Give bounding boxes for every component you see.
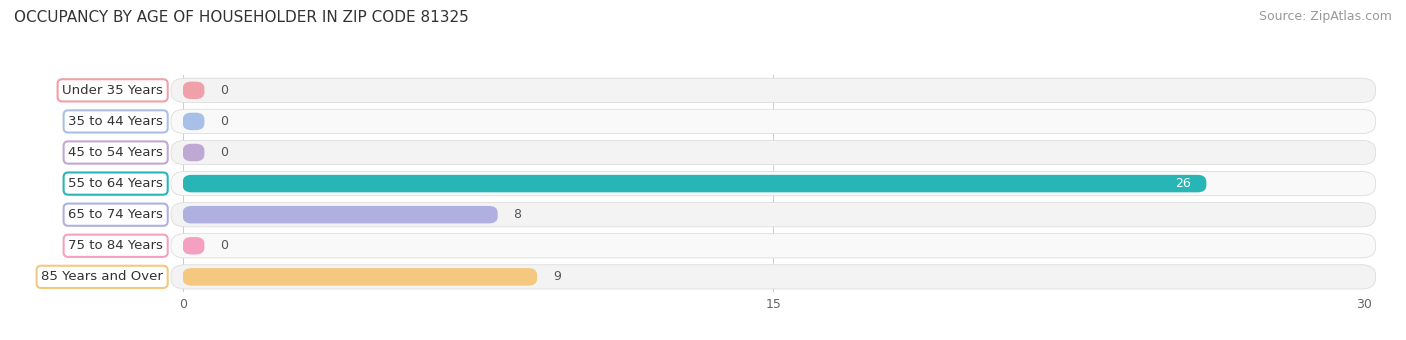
Text: 26: 26 <box>1175 177 1191 190</box>
FancyBboxPatch shape <box>183 144 204 161</box>
Text: 85 Years and Over: 85 Years and Over <box>41 270 163 283</box>
Text: 35 to 44 Years: 35 to 44 Years <box>69 115 163 128</box>
FancyBboxPatch shape <box>172 203 1375 227</box>
FancyBboxPatch shape <box>172 265 1375 289</box>
FancyBboxPatch shape <box>172 171 1375 196</box>
Text: 45 to 54 Years: 45 to 54 Years <box>69 146 163 159</box>
Text: OCCUPANCY BY AGE OF HOUSEHOLDER IN ZIP CODE 81325: OCCUPANCY BY AGE OF HOUSEHOLDER IN ZIP C… <box>14 10 468 25</box>
FancyBboxPatch shape <box>172 234 1375 258</box>
FancyBboxPatch shape <box>183 175 1206 192</box>
FancyBboxPatch shape <box>183 113 204 130</box>
FancyBboxPatch shape <box>172 109 1375 134</box>
FancyBboxPatch shape <box>172 140 1375 165</box>
FancyBboxPatch shape <box>172 78 1375 102</box>
Text: 55 to 64 Years: 55 to 64 Years <box>69 177 163 190</box>
Text: 75 to 84 Years: 75 to 84 Years <box>69 239 163 252</box>
Text: 65 to 74 Years: 65 to 74 Years <box>69 208 163 221</box>
Text: Under 35 Years: Under 35 Years <box>62 84 163 97</box>
Text: 0: 0 <box>221 84 228 97</box>
FancyBboxPatch shape <box>183 206 498 223</box>
FancyBboxPatch shape <box>183 82 204 99</box>
FancyBboxPatch shape <box>183 237 204 255</box>
Text: 8: 8 <box>513 208 522 221</box>
Text: 0: 0 <box>221 239 228 252</box>
Text: Source: ZipAtlas.com: Source: ZipAtlas.com <box>1258 10 1392 23</box>
FancyBboxPatch shape <box>183 268 537 286</box>
Text: 0: 0 <box>221 115 228 128</box>
Text: 0: 0 <box>221 146 228 159</box>
Text: 9: 9 <box>553 270 561 283</box>
